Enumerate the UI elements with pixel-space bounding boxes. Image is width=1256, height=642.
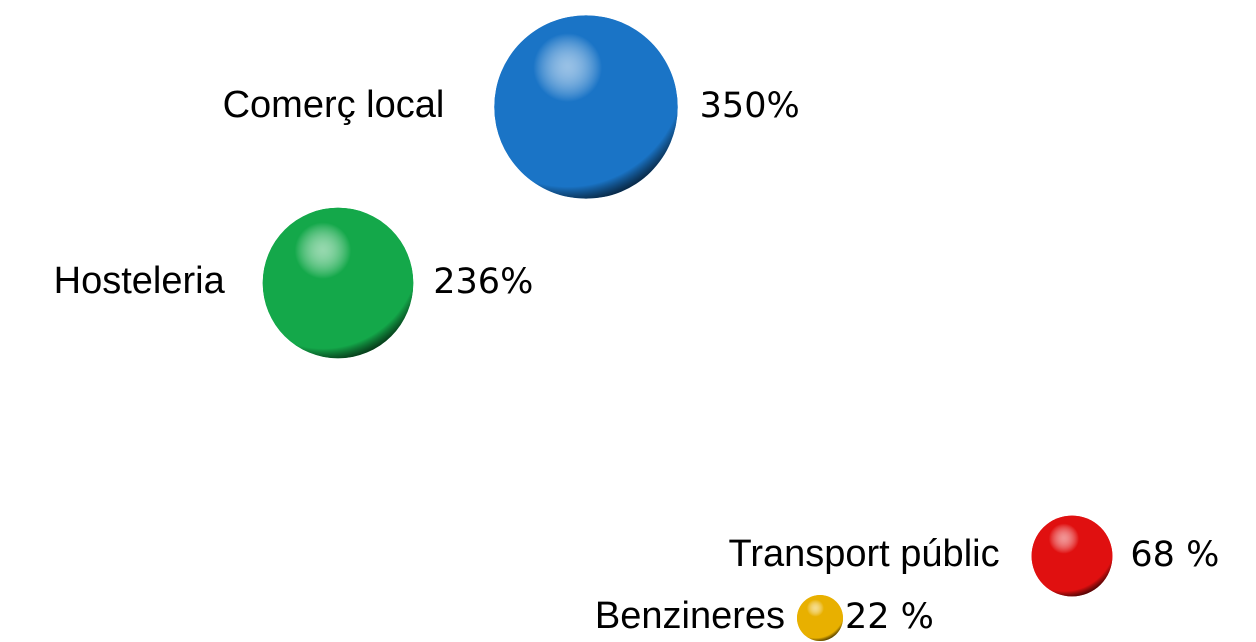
category-label: Hosteleria bbox=[54, 260, 226, 302]
value-label: 22 % bbox=[845, 597, 934, 637]
category-label: Comerç local bbox=[223, 84, 445, 126]
bubble-shading bbox=[797, 595, 843, 641]
bubble-shading bbox=[494, 15, 678, 199]
value-label: 236% bbox=[433, 262, 533, 302]
value-label: 350% bbox=[700, 86, 800, 126]
bubble-shading bbox=[1031, 515, 1113, 597]
category-label: Transport públic bbox=[729, 533, 1000, 575]
category-label: Benzineres bbox=[595, 595, 785, 637]
bubble-shading bbox=[262, 207, 414, 359]
value-label: 68 % bbox=[1130, 535, 1219, 575]
